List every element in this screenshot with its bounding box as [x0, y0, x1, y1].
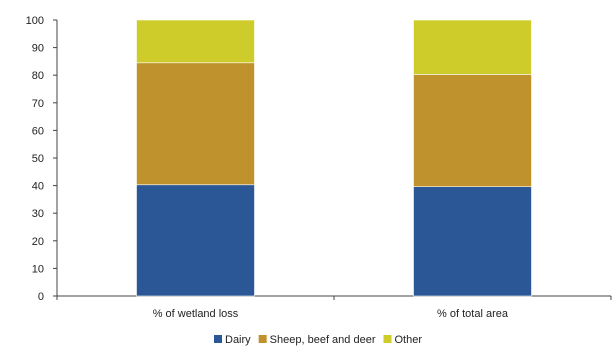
legend-item-other: Other: [383, 334, 422, 346]
legend-label: Dairy: [225, 334, 251, 346]
bar-segment-other-1: [136, 19, 255, 64]
y-axis: 0 10 20 30 40 50 60 70 80 90 100: [26, 15, 58, 303]
legend-swatch: [258, 335, 267, 343]
legend-label: Other: [394, 334, 422, 346]
legend-label: Sheep, beef and deer: [270, 334, 376, 346]
y-tick-label: 20: [32, 236, 44, 248]
legend-item-sheep-beef-and-deer: Sheep, beef and deer: [258, 334, 376, 346]
legend-swatch: [214, 335, 222, 343]
y-tick-label: 50: [32, 153, 44, 165]
y-tick-label: 60: [32, 125, 44, 137]
x-category-label: % of total area: [437, 308, 509, 320]
y-tick-label: 70: [32, 98, 44, 110]
bar-segment-sheep-beef-and-deer-2: [413, 74, 532, 188]
y-tick-label: 40: [32, 181, 44, 193]
y-tick-label: 80: [32, 70, 44, 82]
x-category-label: % of wetland loss: [153, 308, 239, 320]
bar-segment-other-2: [413, 19, 532, 75]
y-tick-label: 30: [32, 208, 44, 220]
legend: Dairy Sheep, beef and deer Other: [214, 334, 422, 346]
y-tick-label: 90: [32, 43, 44, 55]
y-tick-label: 100: [26, 15, 44, 27]
bar-segment-sheep-beef-and-deer-1: [136, 62, 255, 186]
legend-item-dairy: Dairy: [214, 334, 251, 346]
bar-segment-dairy-2: [413, 186, 532, 297]
bar-segment-dairy-1: [136, 184, 255, 297]
legend-swatch: [383, 335, 392, 343]
bars-group: [136, 19, 532, 297]
y-tick-label: 10: [32, 263, 44, 275]
y-tick-label: 0: [38, 291, 44, 303]
x-axis: % of wetland loss % of total area: [56, 295, 612, 320]
